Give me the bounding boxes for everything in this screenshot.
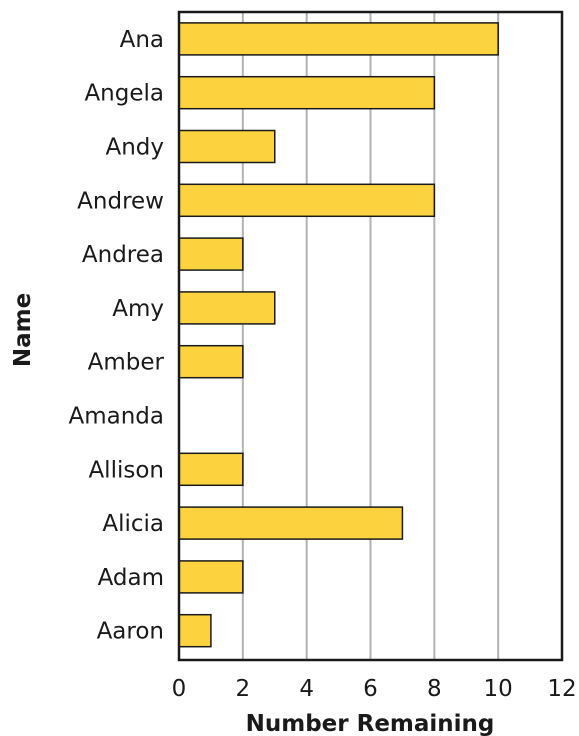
- bar-angela: [178, 75, 436, 110]
- bar-amy: [178, 291, 276, 325]
- category-label-adam: Adam: [98, 565, 164, 591]
- category-label-angela: Angela: [84, 81, 164, 107]
- y-axis-title: Name: [10, 293, 36, 367]
- bar-andrew: [178, 183, 436, 218]
- bars: [178, 22, 499, 648]
- x-tick-label-12: 12: [547, 676, 576, 702]
- x-tick-label-6: 6: [363, 676, 378, 702]
- bar-andrea: [178, 237, 244, 271]
- x-tick-label-10: 10: [484, 676, 513, 702]
- grid-lines: [241, 12, 500, 660]
- x-axis-title: Number Remaining: [246, 711, 495, 736]
- category-label-amy: Amy: [112, 296, 164, 322]
- x-tick-label-8: 8: [427, 676, 442, 702]
- bar-ana: [178, 22, 499, 56]
- category-label-allison: Allison: [88, 457, 164, 483]
- category-label-andrea: Andrea: [82, 242, 164, 268]
- category-label-amber: Amber: [88, 350, 165, 376]
- bar-allison: [178, 452, 244, 487]
- bar-aaron: [178, 613, 212, 648]
- x-tick-labels: 0 2 4 6 8 10 12: [172, 676, 577, 702]
- plot-frame: [177, 10, 564, 662]
- category-labels: Ana Angela Andy Andrew Andrea Amy Amber Amanda A…: [68, 27, 164, 645]
- category-label-andy: Andy: [105, 135, 164, 161]
- category-label-aaron: Aaron: [97, 619, 164, 645]
- bar-alicia: [178, 506, 404, 540]
- category-label-ana: Ana: [120, 27, 164, 53]
- bar-adam: [178, 560, 244, 594]
- category-label-alicia: Alicia: [102, 511, 164, 537]
- bar-amber: [178, 344, 244, 379]
- bar-andy: [178, 129, 276, 164]
- x-tick-label-0: 0: [172, 676, 187, 702]
- category-label-amanda: Amanda: [68, 404, 164, 430]
- category-label-andrew: Andrew: [77, 188, 164, 214]
- x-tick-label-4: 4: [299, 676, 314, 702]
- x-tick-label-2: 2: [236, 676, 251, 702]
